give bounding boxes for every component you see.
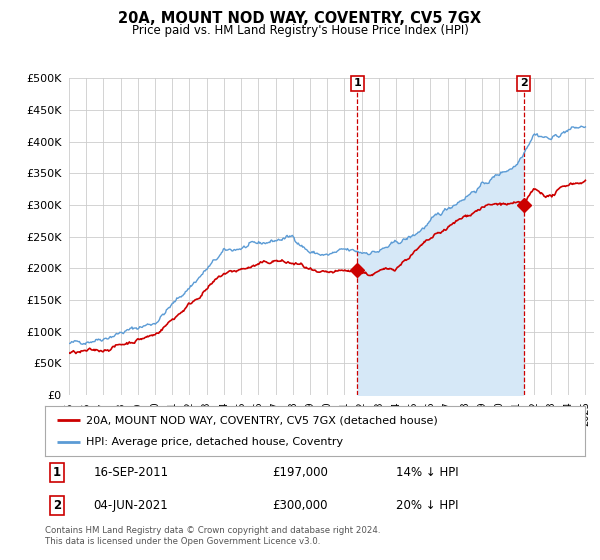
Text: HPI: Average price, detached house, Coventry: HPI: Average price, detached house, Cove… <box>86 437 343 447</box>
Text: 20A, MOUNT NOD WAY, COVENTRY, CV5 7GX (detached house): 20A, MOUNT NOD WAY, COVENTRY, CV5 7GX (d… <box>86 415 437 425</box>
Text: 2: 2 <box>520 78 527 88</box>
Text: 1: 1 <box>353 78 361 88</box>
Text: 14% ↓ HPI: 14% ↓ HPI <box>396 465 458 479</box>
Text: 2: 2 <box>53 499 61 512</box>
Text: 04-JUN-2021: 04-JUN-2021 <box>94 499 169 512</box>
Text: Contains HM Land Registry data © Crown copyright and database right 2024.
This d: Contains HM Land Registry data © Crown c… <box>45 526 380 546</box>
Text: £197,000: £197,000 <box>272 465 328 479</box>
Text: Price paid vs. HM Land Registry's House Price Index (HPI): Price paid vs. HM Land Registry's House … <box>131 24 469 36</box>
Text: 20% ↓ HPI: 20% ↓ HPI <box>396 499 458 512</box>
Text: 20A, MOUNT NOD WAY, COVENTRY, CV5 7GX: 20A, MOUNT NOD WAY, COVENTRY, CV5 7GX <box>118 11 482 26</box>
Text: £300,000: £300,000 <box>272 499 328 512</box>
Text: 1: 1 <box>53 465 61 479</box>
Text: 16-SEP-2011: 16-SEP-2011 <box>94 465 169 479</box>
